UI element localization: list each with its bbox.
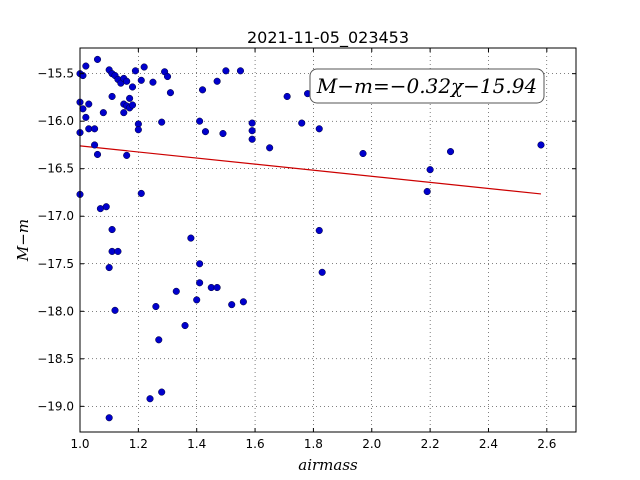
data-point (149, 78, 157, 86)
data-point (198, 86, 207, 94)
data-point (196, 260, 204, 268)
data-point (126, 94, 134, 102)
x-tick-label: 2.0 (362, 437, 381, 451)
y-tick-label: −16.0 (37, 114, 74, 128)
data-point (172, 287, 180, 295)
data-point (111, 306, 119, 314)
data-point (318, 268, 326, 276)
data-point (236, 67, 245, 75)
data-point (93, 150, 102, 159)
plot-area (80, 48, 576, 432)
data-point (114, 247, 122, 255)
data-point (166, 89, 174, 97)
data-point (315, 226, 323, 235)
data-point (266, 144, 274, 152)
fit-annotation: M−m=−0.32χ−15.94 (309, 68, 545, 104)
x-tick-label: 1.2 (129, 437, 148, 451)
chart-title: 2021-11-05_023453 (247, 28, 409, 48)
data-point (196, 279, 204, 287)
data-point (158, 118, 166, 126)
data-point (82, 113, 90, 121)
data-point (187, 234, 195, 242)
y-tick-labels: −15.5 −16.0 −16.5 −17.0 −17.5 −18.0 −18.5 −19.0 (37, 67, 74, 414)
data-point (423, 187, 431, 196)
data-point (359, 149, 367, 158)
data-point (134, 126, 142, 134)
data-point (298, 119, 306, 127)
x-tick-label: 2.6 (537, 437, 556, 451)
plot-frame (79, 47, 577, 433)
x-tick-label: 1.6 (246, 437, 265, 451)
data-point (146, 395, 154, 403)
tick-marks (79, 48, 576, 432)
data-point (105, 414, 113, 422)
data-point (315, 125, 323, 133)
grid-lines (79, 48, 576, 432)
data-point (248, 135, 256, 143)
data-point (152, 302, 160, 311)
y-tick-label: −15.5 (37, 67, 74, 81)
y-tick-label: −19.0 (37, 399, 74, 413)
data-point (131, 67, 139, 75)
y-tick-label: −17.0 (37, 209, 74, 223)
data-point (248, 127, 256, 135)
y-tick-label: −17.5 (37, 257, 74, 271)
data-point (123, 151, 131, 159)
data-point (239, 298, 247, 306)
data-point (446, 148, 455, 156)
fit-line (79, 145, 542, 195)
data-point (213, 77, 221, 85)
data-point (163, 72, 172, 81)
data-point (105, 264, 113, 272)
data-point (193, 296, 201, 304)
data-point (283, 92, 291, 101)
x-tick-label: 2.2 (421, 437, 440, 451)
data-point (99, 109, 107, 117)
data-point (196, 117, 204, 125)
data-point (137, 76, 145, 84)
data-point (219, 129, 227, 138)
points-layer (76, 55, 545, 422)
data-point (79, 105, 87, 113)
data-point (228, 301, 236, 309)
x-tick-label: 1.8 (304, 437, 323, 451)
fit-layer (79, 145, 542, 195)
data-point (123, 77, 131, 85)
data-point (91, 141, 99, 149)
annotation-text: M−m=−0.32χ−15.94 (316, 74, 537, 98)
data-point (128, 101, 137, 109)
data-point (201, 128, 210, 136)
data-point (222, 67, 230, 75)
x-axis-label: airmass (298, 456, 358, 474)
annotation-box (309, 68, 545, 104)
y-axis-label: M−m (14, 219, 32, 262)
y-tick-label: −16.5 (37, 162, 74, 176)
data-point (213, 283, 221, 292)
data-point (426, 166, 434, 174)
data-point (108, 225, 116, 234)
data-point (91, 125, 99, 133)
data-point (93, 55, 102, 63)
data-point (108, 92, 116, 101)
x-tick-label: 1.0 (70, 437, 89, 451)
data-point (102, 203, 110, 211)
x-tick-label: 2.4 (479, 437, 498, 451)
data-point (137, 189, 145, 197)
data-point (155, 336, 163, 344)
data-point (248, 119, 256, 127)
y-tick-label: −18.0 (37, 304, 74, 318)
data-point (140, 63, 148, 71)
data-point (158, 388, 166, 396)
data-point (537, 141, 545, 149)
x-tick-labels: 1.0 1.2 1.4 1.6 1.8 2.0 2.2 2.4 2.6 (70, 437, 556, 451)
data-point (128, 83, 137, 91)
x-tick-label: 1.4 (187, 437, 206, 451)
data-point (85, 100, 93, 108)
data-point (120, 109, 128, 117)
data-point (82, 62, 90, 70)
data-point (181, 321, 189, 330)
y-tick-label: −18.5 (37, 352, 74, 366)
